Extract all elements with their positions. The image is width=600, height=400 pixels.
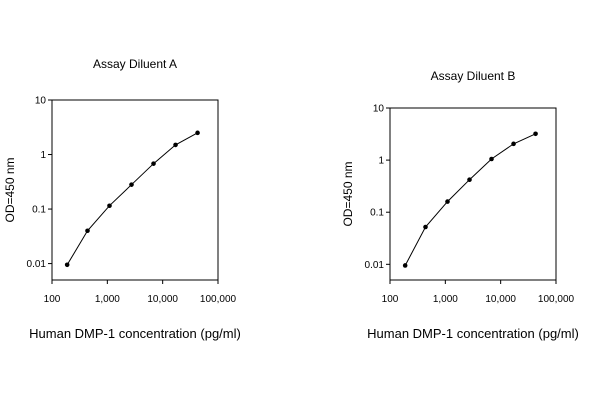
chart-a-data-point xyxy=(151,161,156,166)
chart-b-title: Assay Diluent B xyxy=(431,69,516,83)
chart-a-xtick-label: 1,000 xyxy=(95,294,120,305)
chart-b-data-point xyxy=(533,131,538,137)
chart-b-y-axis-label: OD=450 nm xyxy=(341,161,355,226)
chart-b-series-line xyxy=(404,133,536,266)
chart-b-data-point xyxy=(489,156,494,162)
chart-a-series-line xyxy=(66,132,198,266)
chart-b-xtick-label: 10,000 xyxy=(485,294,516,305)
chart-a-ytick-label: 0.01 xyxy=(27,259,47,270)
chart-b-ytick-label: 10 xyxy=(373,104,385,115)
chart-a-data-point xyxy=(107,203,112,209)
chart-b-ytick-label: 0.1 xyxy=(370,208,384,219)
chart-b-xtick-label: 100,000 xyxy=(538,294,575,305)
chart-b-data-point xyxy=(467,177,472,183)
chart-a-xtick-label: 100,000 xyxy=(200,294,237,305)
chart-b-xtick-label: 100 xyxy=(382,294,399,305)
chart-b-plot-frame xyxy=(389,107,557,281)
chart-a-xtick-label: 100 xyxy=(44,294,61,305)
chart-b-ytick-label: 0.01 xyxy=(365,260,385,271)
chart-b-xtick-label: 1,000 xyxy=(433,294,458,305)
chart-b-data-point xyxy=(511,141,516,147)
chart-a-x-axis-label: Human DMP-1 concentration (pg/ml) xyxy=(29,326,241,341)
chart-b-data-point xyxy=(445,199,450,204)
chart-a-ytick-label: 1 xyxy=(40,150,46,161)
chart-a-ytick-label: 10 xyxy=(35,96,47,107)
chart-a-data-point xyxy=(85,228,90,234)
chart-b-ytick-label: 1 xyxy=(378,156,384,167)
chart-a-data-point xyxy=(173,142,178,148)
chart-a-plot-frame xyxy=(51,99,219,281)
chart-a-ytick-label: 0.1 xyxy=(32,205,46,216)
chart-a-xtick-label: 10,000 xyxy=(147,294,178,305)
chart-a-data-point xyxy=(64,262,70,268)
chart-b-x-axis-label: Human DMP-1 concentration (pg/ml) xyxy=(367,326,579,341)
chart-b-data-point xyxy=(402,263,408,268)
chart-a-data-point xyxy=(195,130,200,136)
chart-a-data-point xyxy=(129,182,134,187)
chart-a-y-axis-label: OD=450 nm xyxy=(3,157,17,222)
chart-b-data-point xyxy=(423,224,428,230)
chart-a-title: Assay Diluent A xyxy=(93,57,177,71)
